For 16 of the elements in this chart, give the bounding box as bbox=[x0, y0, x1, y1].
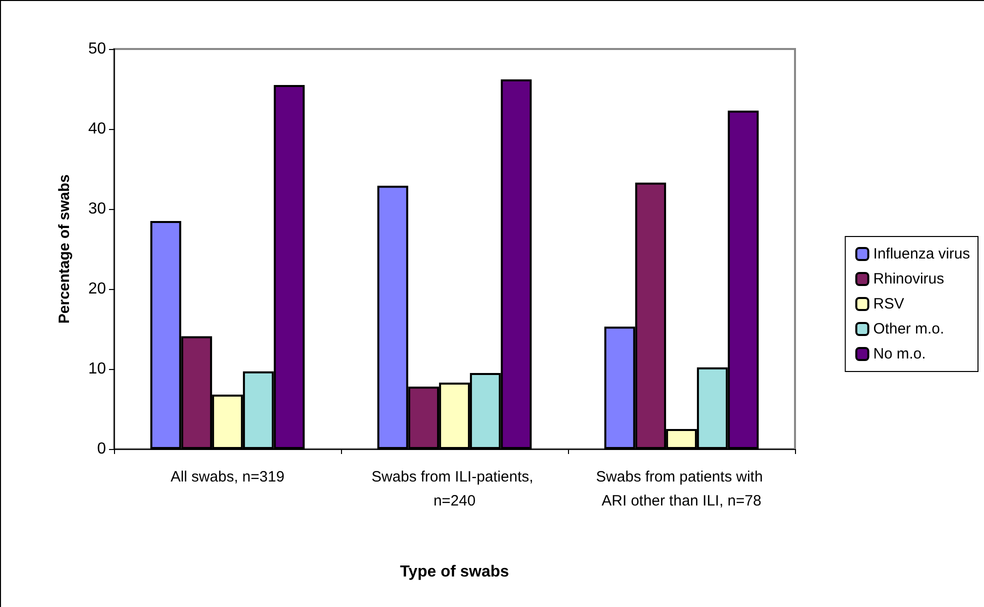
y-tick-label: 20 bbox=[88, 280, 106, 298]
y-tick-label: 10 bbox=[88, 360, 106, 378]
y-tick-label: 0 bbox=[97, 440, 106, 458]
legend-label: Other m.o. bbox=[873, 320, 944, 338]
x-tick-label: Swabs from patients with ARI other than ILI, n=78 bbox=[596, 468, 767, 510]
legend-label: No m.o. bbox=[873, 346, 926, 362]
legend-label: RSV bbox=[873, 296, 904, 312]
y-tick-label: 40 bbox=[88, 120, 106, 138]
x-axis-title: Type of swabs bbox=[400, 564, 510, 580]
legend-label: Influenza virus bbox=[873, 246, 970, 262]
x-tick-label: Swabs from ILI-patients, n=240 bbox=[372, 468, 538, 510]
y-tick-label: 50 bbox=[88, 40, 106, 58]
y-axis-title: Percentage of swabs bbox=[56, 174, 73, 324]
y-tick-label: 30 bbox=[88, 200, 106, 218]
x-tick-label: All swabs, n=319 bbox=[170, 468, 284, 486]
legend-label: Rhinovirus bbox=[873, 270, 944, 288]
